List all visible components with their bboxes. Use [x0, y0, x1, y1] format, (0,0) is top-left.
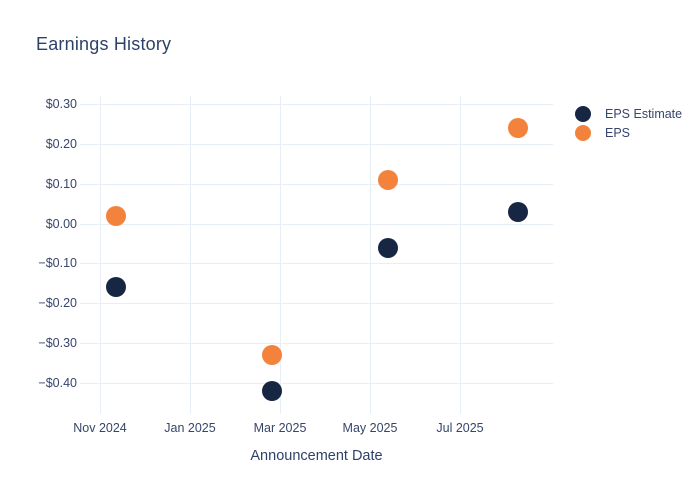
y-tick-label: $0.00 [45, 216, 77, 231]
y-tick-label: −$0.10 [38, 256, 77, 271]
legend-item-eps-estimate[interactable]: EPS Estimate [575, 106, 682, 122]
gridline-vertical [190, 96, 191, 414]
x-tick-label: Jul 2025 [436, 421, 484, 435]
data-point-eps-estimate[interactable] [377, 237, 398, 258]
gridline-horizontal [80, 143, 553, 145]
x-tick-label: Nov 2024 [73, 421, 127, 435]
gridline-vertical [460, 96, 461, 414]
x-tick-label: Mar 2025 [253, 421, 307, 435]
y-tick-label: −$0.30 [38, 336, 77, 351]
data-point-eps-estimate[interactable] [261, 381, 282, 401]
x-axis-title: Announcement Date [250, 448, 383, 464]
data-point-eps[interactable] [377, 169, 398, 190]
gridline-horizontal [80, 263, 553, 265]
data-point-eps[interactable] [105, 205, 126, 226]
gridline-vertical [100, 96, 101, 414]
gridline-vertical [370, 96, 371, 414]
chart-title: Earnings History [36, 34, 172, 54]
gridline-horizontal [80, 383, 553, 385]
gridline-horizontal [80, 303, 553, 305]
legend-marker-dot-icon [575, 125, 591, 141]
y-tick-label: $0.10 [45, 176, 77, 191]
gridline-horizontal [80, 183, 553, 185]
legend-item-label: EPS [605, 126, 631, 140]
x-tick-label: May 2025 [342, 421, 398, 435]
gridline-horizontal [80, 104, 553, 106]
y-tick-label: −$0.40 [38, 376, 77, 391]
data-point-eps[interactable] [508, 117, 529, 138]
legend-item-eps[interactable]: EPS [575, 125, 682, 141]
gridline-vertical [280, 96, 281, 414]
legend: EPS Estimate EPS [575, 106, 682, 141]
gridline-horizontal [80, 343, 553, 345]
y-tick-label: $0.20 [45, 136, 77, 151]
y-tick-label: $0.30 [45, 97, 77, 112]
x-tick-label: Jan 2025 [164, 421, 216, 435]
data-point-eps-estimate[interactable] [508, 201, 529, 222]
data-point-eps-estimate[interactable] [105, 277, 126, 298]
gridline-horizontal [80, 223, 553, 225]
legend-marker-dot-icon [575, 106, 591, 122]
legend-item-label: EPS Estimate [605, 107, 683, 121]
data-point-eps[interactable] [261, 345, 282, 366]
y-tick-label: −$0.20 [38, 296, 77, 311]
